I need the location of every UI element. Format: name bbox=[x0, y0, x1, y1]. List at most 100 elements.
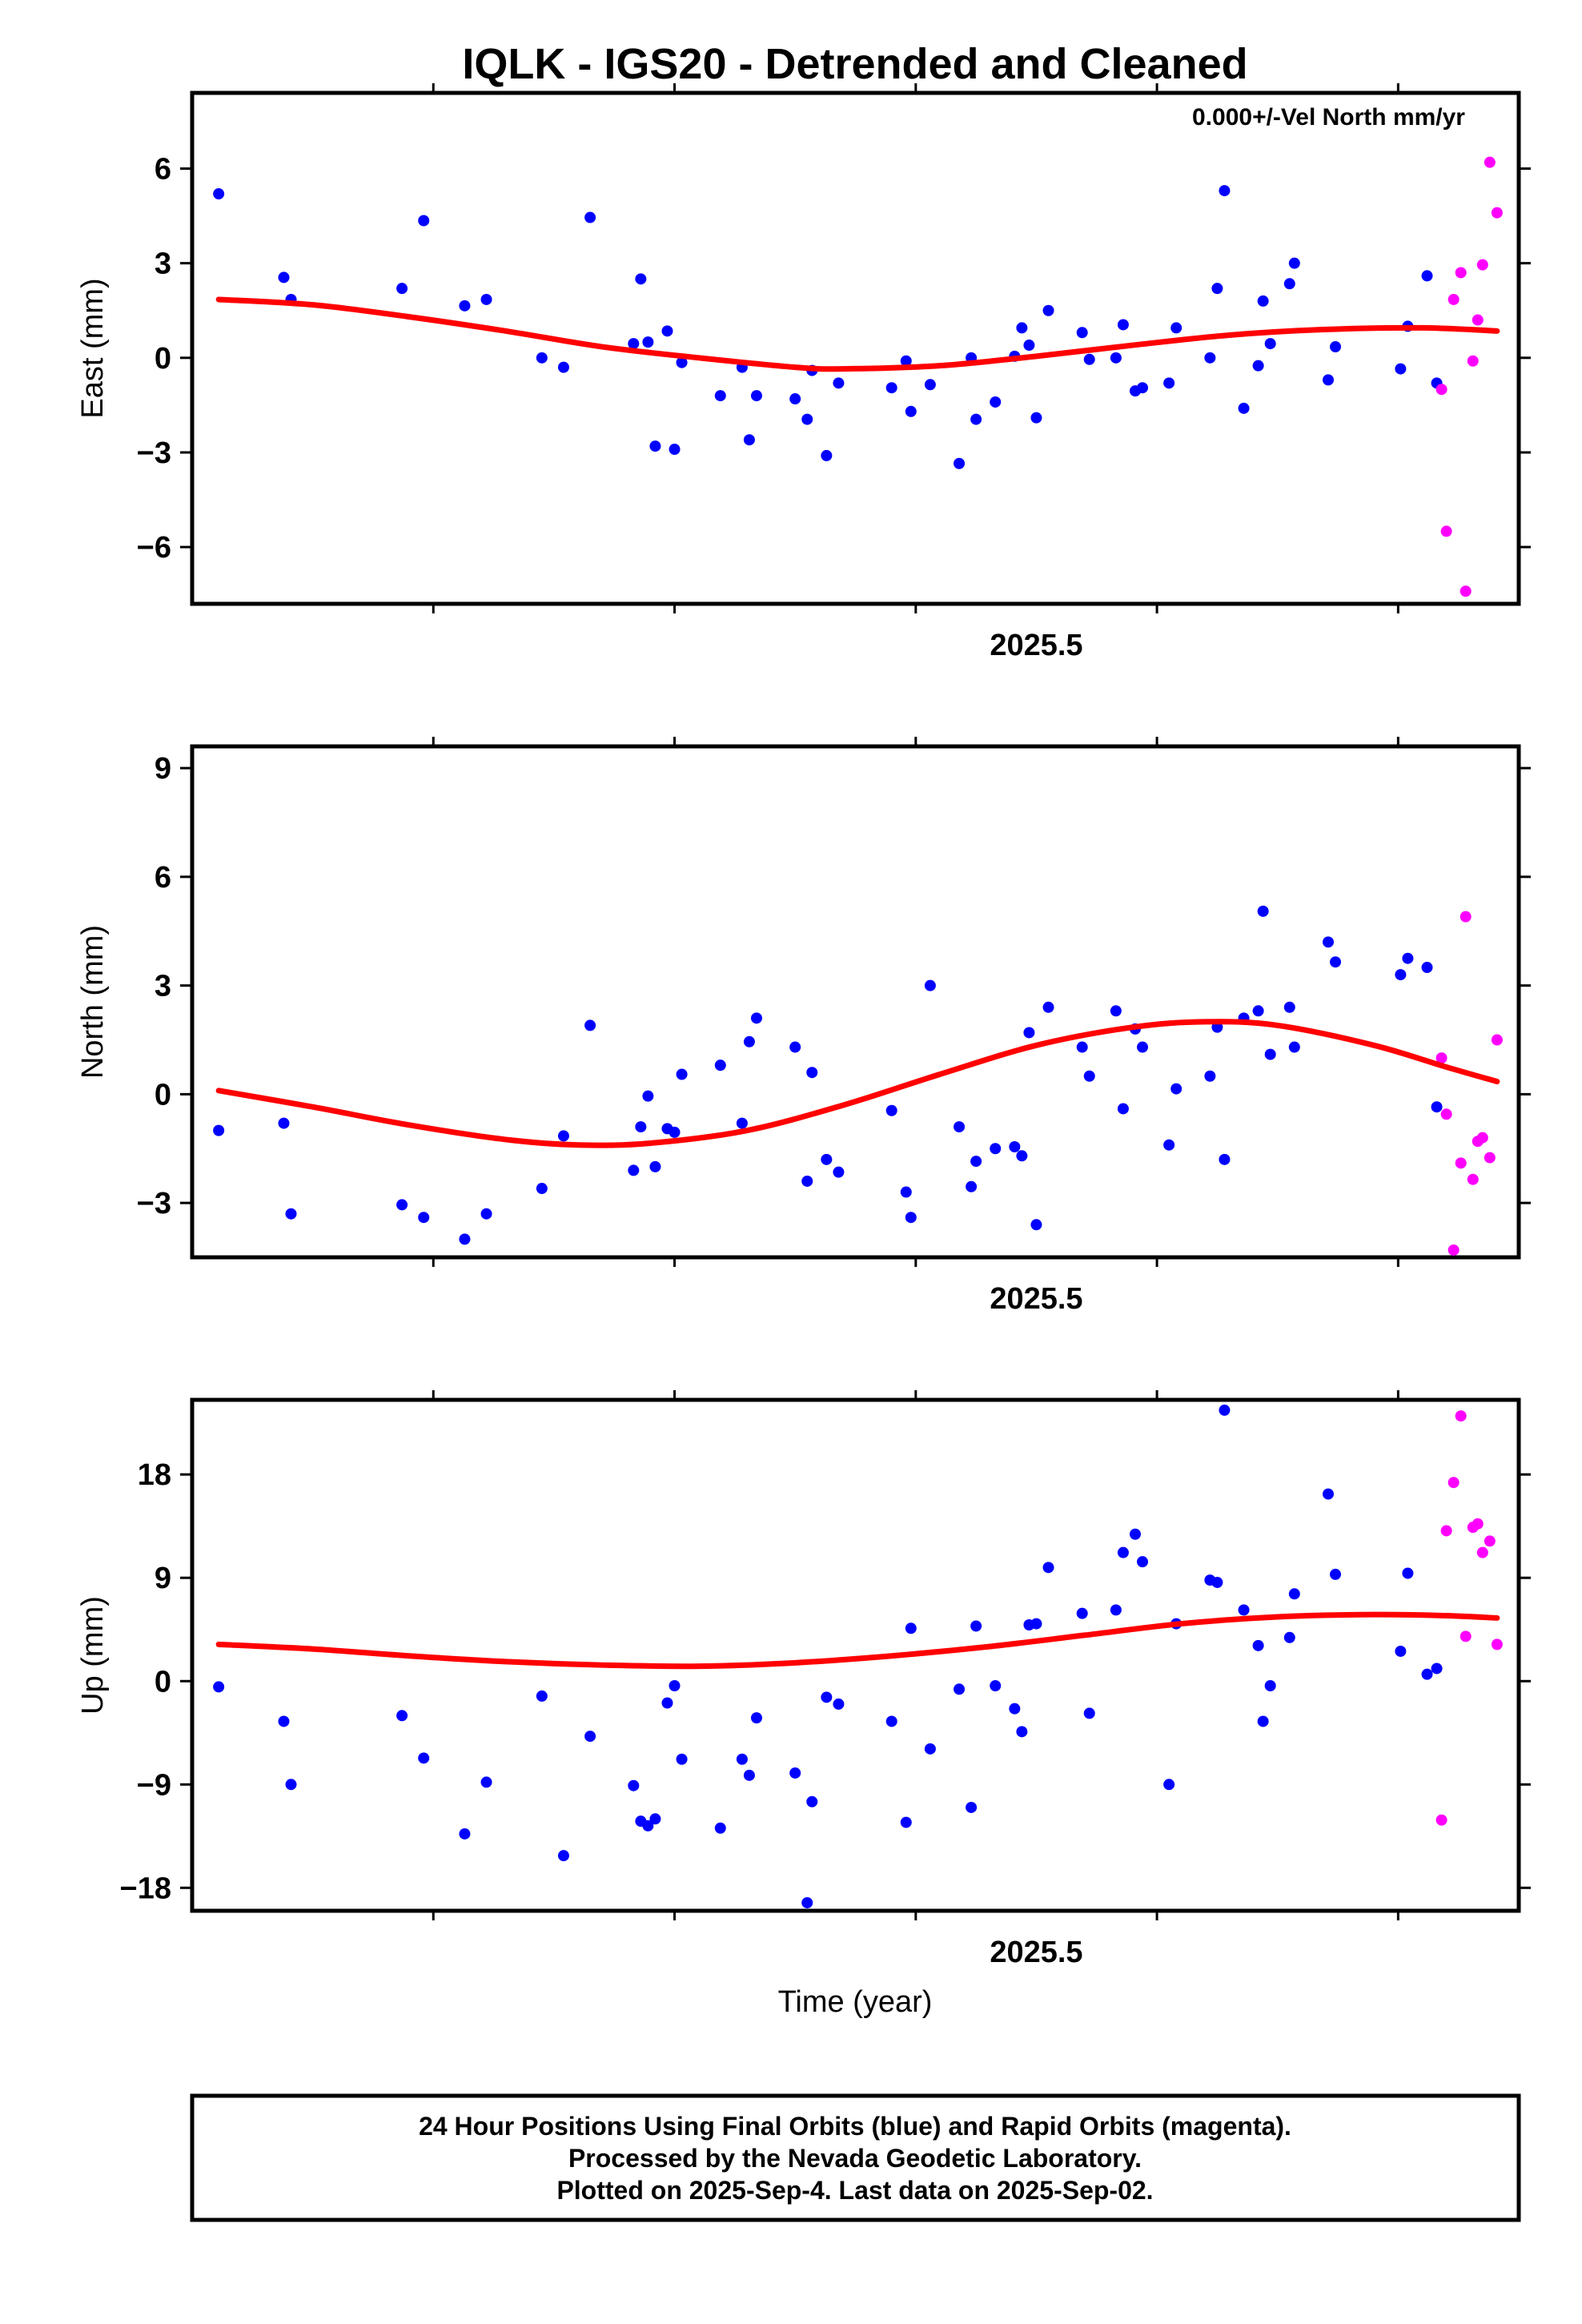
final-orbit-point bbox=[1252, 1639, 1264, 1651]
final-orbit-point bbox=[801, 413, 813, 425]
final-orbit-point bbox=[924, 1743, 936, 1755]
final-orbit-point bbox=[990, 1679, 1002, 1691]
final-orbit-point bbox=[970, 413, 982, 425]
final-orbit-point bbox=[396, 283, 408, 295]
data-layer bbox=[213, 1404, 1503, 1908]
final-orbit-point bbox=[789, 1041, 801, 1053]
fit-curve bbox=[215, 1611, 1500, 1670]
final-orbit-point bbox=[900, 1186, 912, 1198]
final-orbit-point bbox=[1252, 1005, 1264, 1017]
final-orbit-point bbox=[821, 1153, 833, 1165]
final-orbit-point bbox=[954, 1121, 966, 1133]
footer-line-3: Plotted on 2025-Sep-4. Last data on 2025… bbox=[556, 2176, 1153, 2205]
rapid-orbit-point bbox=[1447, 1244, 1460, 1256]
final-orbit-point bbox=[584, 1731, 596, 1743]
final-orbit-point bbox=[801, 1896, 813, 1908]
final-orbit-point bbox=[536, 1690, 548, 1702]
y-axis-label: North (mm) bbox=[76, 925, 110, 1079]
final-orbit-point bbox=[905, 1212, 917, 1224]
final-orbit-point bbox=[557, 1850, 569, 1862]
final-orbit-point bbox=[1016, 322, 1028, 334]
final-orbit-point bbox=[213, 1124, 225, 1136]
final-orbit-point bbox=[1030, 1618, 1042, 1630]
final-orbit-point bbox=[924, 979, 936, 991]
final-orbit-point bbox=[970, 1620, 982, 1632]
rapid-orbit-point bbox=[1472, 314, 1484, 326]
x-tick-label: 2025.5 bbox=[990, 1936, 1082, 1969]
rapid-orbit-point bbox=[1484, 1535, 1496, 1547]
final-orbit-point bbox=[1322, 1488, 1334, 1500]
final-orbit-point bbox=[278, 271, 290, 283]
velocity-annotation: 0.000+/-Vel North mm/yr bbox=[1192, 104, 1465, 131]
final-orbit-point bbox=[213, 1681, 225, 1693]
final-orbit-point bbox=[1288, 1588, 1300, 1600]
y-tick-label: 0 bbox=[155, 1665, 171, 1699]
final-orbit-point bbox=[1110, 352, 1122, 364]
final-orbit-point bbox=[278, 1117, 290, 1129]
final-orbit-point bbox=[1421, 962, 1433, 974]
final-orbit-point bbox=[714, 1822, 726, 1834]
final-orbit-point bbox=[1117, 1546, 1129, 1558]
final-orbit-point bbox=[1163, 377, 1175, 389]
rapid-orbit-point bbox=[1476, 1132, 1488, 1144]
final-orbit-point bbox=[743, 1035, 755, 1047]
final-orbit-point bbox=[1030, 1219, 1042, 1231]
final-orbit-point bbox=[396, 1199, 408, 1211]
final-orbit-point bbox=[714, 390, 726, 402]
y-axis-label: East (mm) bbox=[76, 278, 110, 418]
final-orbit-point bbox=[1009, 1140, 1021, 1152]
final-orbit-point bbox=[1322, 936, 1334, 948]
final-orbit-point bbox=[661, 1697, 673, 1709]
final-orbit-point bbox=[1016, 1150, 1028, 1162]
final-orbit-point bbox=[1219, 185, 1231, 197]
final-orbit-point bbox=[1283, 1631, 1295, 1643]
final-orbit-point bbox=[990, 396, 1002, 408]
rapid-orbit-point bbox=[1460, 911, 1472, 923]
final-orbit-point bbox=[536, 1183, 548, 1195]
final-orbit-point bbox=[459, 1233, 471, 1245]
final-orbit-point bbox=[1110, 1604, 1122, 1616]
rapid-orbit-point bbox=[1440, 1108, 1452, 1120]
final-orbit-point bbox=[905, 405, 917, 417]
y-tick-label: −3 bbox=[137, 1187, 171, 1220]
final-orbit-point bbox=[649, 440, 661, 452]
final-orbit-point bbox=[900, 1816, 912, 1828]
plot-frame bbox=[190, 1397, 1521, 1913]
rapid-orbit-point bbox=[1455, 1157, 1467, 1169]
final-orbit-point bbox=[1042, 1562, 1054, 1574]
final-orbit-point bbox=[801, 1175, 813, 1187]
final-orbit-point bbox=[1211, 1576, 1223, 1588]
final-orbit-point bbox=[1170, 322, 1182, 334]
final-orbit-point bbox=[1264, 1679, 1276, 1691]
final-orbit-point bbox=[669, 1126, 681, 1138]
final-orbit-point bbox=[1283, 278, 1295, 290]
final-orbit-point bbox=[1023, 1027, 1035, 1039]
final-orbit-point bbox=[480, 1776, 492, 1788]
final-orbit-point bbox=[1219, 1153, 1231, 1165]
final-orbit-point bbox=[900, 355, 912, 367]
final-orbit-point bbox=[1238, 402, 1250, 414]
y-tick-label: 9 bbox=[155, 752, 171, 786]
rapid-orbit-point bbox=[1435, 1814, 1447, 1826]
data-layer bbox=[213, 156, 1503, 597]
final-orbit-point bbox=[821, 449, 833, 461]
final-orbit-point bbox=[714, 1059, 726, 1072]
final-orbit-point bbox=[1083, 1707, 1095, 1719]
final-orbit-point bbox=[1083, 1070, 1095, 1082]
x-axis-label: Time (year) bbox=[778, 1985, 933, 2019]
final-orbit-point bbox=[1431, 1101, 1443, 1113]
final-orbit-point bbox=[1030, 412, 1042, 424]
final-orbit-point bbox=[285, 1779, 297, 1791]
rapid-orbit-point bbox=[1460, 585, 1472, 597]
data-layer bbox=[213, 905, 1503, 1256]
final-orbit-point bbox=[789, 1767, 801, 1779]
rapid-orbit-point bbox=[1491, 207, 1503, 219]
final-orbit-point bbox=[1252, 360, 1264, 372]
final-orbit-point bbox=[676, 1068, 688, 1080]
footer-frame bbox=[190, 2093, 1521, 2222]
rapid-orbit-point bbox=[1447, 1477, 1460, 1489]
footer-line-2: Processed by the Nevada Geodetic Laborat… bbox=[568, 2144, 1142, 2173]
final-orbit-point bbox=[966, 1801, 978, 1813]
final-orbit-point bbox=[1330, 1568, 1342, 1580]
final-orbit-point bbox=[557, 361, 569, 373]
